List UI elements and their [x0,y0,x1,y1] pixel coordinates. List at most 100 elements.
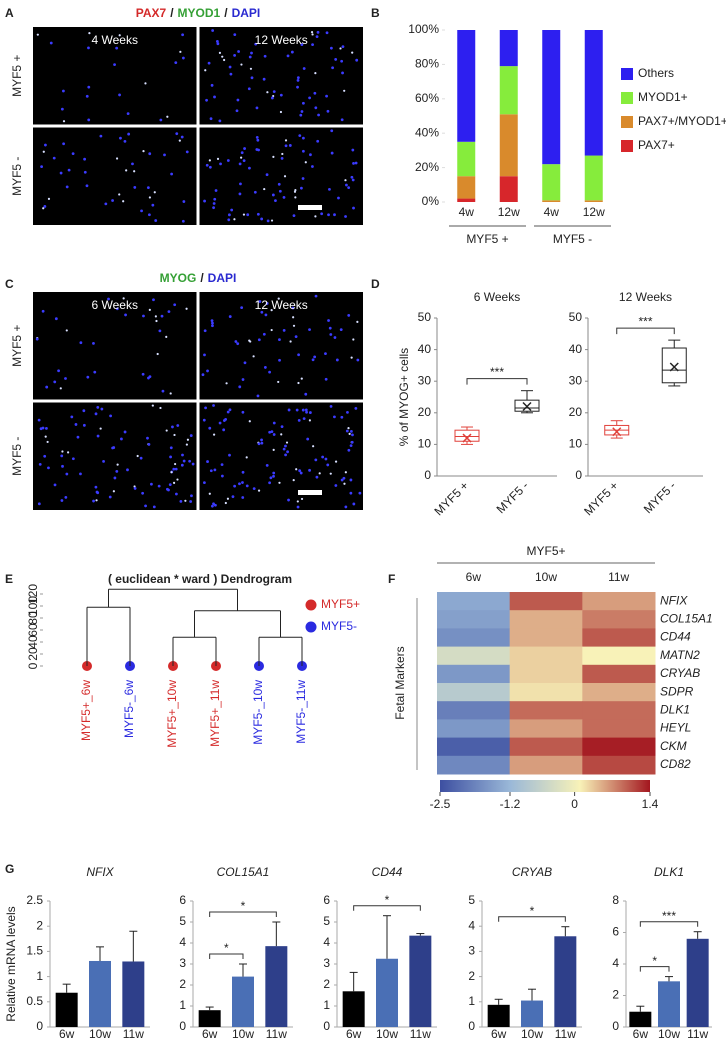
nucleus [294,188,297,192]
legend-swatch [621,116,633,128]
bar [554,936,577,1027]
nucleus [348,432,351,435]
nucleus [250,76,254,80]
nucleus [280,156,284,160]
nucleus [341,45,345,49]
nucleus [92,341,95,345]
y-tick-label: 0 [612,1019,619,1033]
nucleus [318,472,321,475]
nucleus [144,504,147,508]
nucleus [233,33,237,37]
y-tick-label: 80% [415,57,439,71]
nucleus [113,476,117,480]
nucleus [182,200,186,203]
nucleus [109,414,112,418]
nucleus [285,441,289,444]
nucleus [257,489,261,492]
mean-marker [462,433,472,443]
nucleus [300,43,304,46]
nucleus [344,505,348,509]
nucleus [216,157,220,160]
nucleus [278,481,281,484]
nucleus [100,407,104,411]
nucleus [270,219,274,222]
nucleus [218,51,222,54]
legend-dot [305,621,317,633]
nucleus [126,468,129,472]
nucleus [53,380,57,384]
significance-bracket [209,911,277,917]
x-tick-label: 12w [498,205,520,219]
nucleus [350,175,354,179]
y-tick-label: 4 [468,918,475,932]
nucleus [229,72,233,76]
y-tick-label: 120 [26,584,40,604]
bar [376,958,398,1027]
nucleus [142,314,145,318]
nucleus [350,440,354,444]
nucleus [49,41,53,45]
nucleus [270,328,273,332]
nucleus [262,332,266,336]
mean-marker [669,362,679,372]
nucleus [172,467,176,471]
bar [686,938,709,1027]
nucleus [180,463,184,467]
nucleus [266,219,270,223]
nucleus [249,67,253,70]
nucleus [150,482,153,486]
nucleus [141,372,145,376]
nucleus [226,159,230,162]
nucleus [83,157,87,161]
nucleus [46,440,49,444]
nucleus [300,497,304,501]
nucleus [347,427,350,430]
nucleus [304,408,308,412]
row-label: CD44 [660,630,691,644]
nucleus [191,462,195,466]
nucleus [340,59,344,63]
nucleus [92,499,95,503]
nucleus [243,361,247,365]
row-label: MYF5 + [10,325,24,367]
nucleus [45,426,48,430]
nucleus [302,67,306,70]
nucleus [159,118,163,122]
nucleus [272,433,276,436]
nucleus [358,491,362,495]
nucleus [87,85,91,89]
panel-letter: B [371,6,380,20]
nucleus [341,71,344,75]
nucleus [242,213,246,216]
x-tick-label: 11w [555,1027,576,1040]
nucleus [211,321,214,325]
nucleus [87,118,91,122]
row-label: MYF5 + [10,55,24,97]
nucleus [345,429,349,433]
nucleus [212,502,215,506]
nucleus [116,463,119,466]
x-tick-label: 10w [658,1027,680,1040]
micrograph [199,292,363,400]
nucleus [292,316,295,319]
nucleus [201,373,205,377]
significance-bracket [639,921,699,927]
nucleus [347,186,351,190]
nucleus [330,151,334,155]
x-tick-label: 10w [89,1027,111,1040]
x-tick-label: 6w [633,1027,649,1040]
nucleus [315,475,319,479]
bar-segment [584,30,603,156]
nucleus [234,340,238,343]
nucleus [159,406,162,410]
y-tick-label: 2 [468,969,475,983]
nucleus [339,328,343,332]
nucleus [306,437,310,441]
nucleus [292,324,296,327]
nucleus [99,427,102,430]
nucleus [308,419,311,422]
x-tick-label: 11w [687,1027,708,1040]
nucleus [96,434,100,438]
y-tick-label: 40% [415,125,439,139]
stain-name: / [170,6,174,20]
